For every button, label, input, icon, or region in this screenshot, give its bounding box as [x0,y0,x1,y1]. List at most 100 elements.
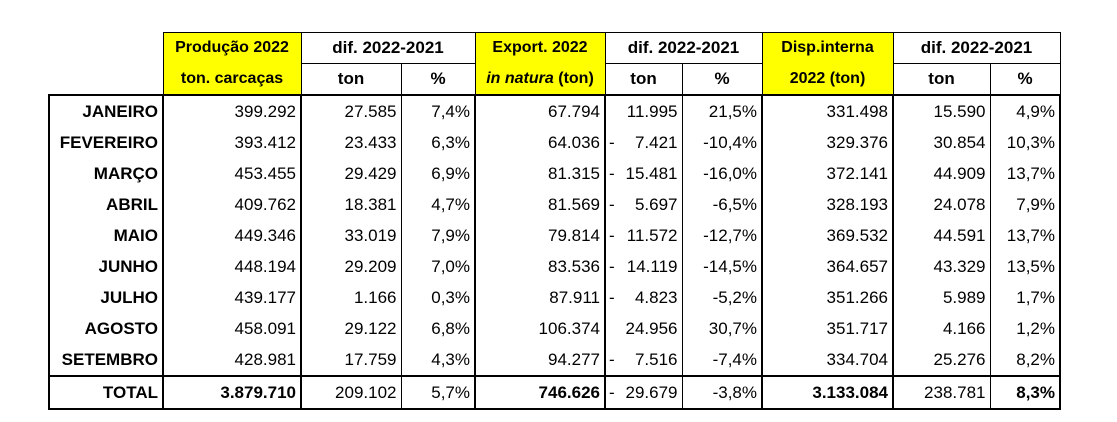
header-row-2: ton. carcaças ton % in natura (ton) ton … [49,63,1061,96]
production-dif-cell: 18.381 [300,189,402,220]
production-cell: 428.981 [162,344,302,376]
export-pct-cell: -12,7% [681,220,763,251]
disp-dif-cell: 25.276 [892,344,991,376]
disp-cell: 328.193 [761,189,894,220]
disp-cell: 369.532 [761,220,894,251]
export-cell: 81.315 [474,158,606,189]
disp-pct-cell: 8,3% [989,375,1061,410]
month-cell: JUNHO [48,251,164,282]
disp-pct-cell: 13,7% [989,158,1061,189]
table-row: JULHO 439.177 1.166 0,3% 87.911-4.823 -5,2% 35… [48,282,1061,313]
export-cell: 746.626 [474,375,606,410]
production-cell: 393.412 [162,127,302,158]
production-dif-cell: 29.122 [300,313,402,344]
disp-dif-cell: 43.329 [892,251,991,282]
month-cell: AGOSTO [48,313,164,344]
disp-pct-cell: 10,3% [989,127,1061,158]
disp-cell: 331.498 [761,94,894,127]
header-export: Export. 2022 [474,32,606,64]
production-pct-cell: 0,3% [400,282,476,313]
export-pct-cell: -7,4% [681,344,763,376]
disp-cell: 351.717 [761,313,894,344]
export-cell: 106.374 [474,313,606,344]
month-cell: ABRIL [48,189,164,220]
value: 15.481 [625,163,678,183]
value: 11.572 [626,225,678,245]
production-dif-cell: 1.166 [300,282,402,313]
minus-sign: - [609,382,615,402]
production-cell: 439.177 [162,282,302,313]
production-cell: 453.455 [162,158,302,189]
value: 11.995 [626,101,678,121]
export-dif-cell: -11.572 [604,220,683,251]
export-dif-cell: 24.956 [604,313,683,344]
value: 5.697 [634,194,678,214]
disp-dif-cell: 15.590 [892,94,991,127]
header-export-italic: in natura [486,69,554,87]
header-production: Produção 2022 [162,32,302,64]
header-ton: ton [300,63,402,96]
header-export-ton: (ton) [558,69,594,87]
disp-cell: 364.657 [761,251,894,282]
production-pct-cell: 6,8% [400,313,476,344]
production-pct-cell: 6,9% [400,158,476,189]
month-cell: MARÇO [48,158,164,189]
table-row: FEVEREIRO 393.412 23.433 6,3% 64.036-7.421 -1… [48,127,1061,158]
production-dif-cell: 29.209 [300,251,402,282]
production-cell: 399.292 [162,94,302,127]
export-pct-cell: -16,0% [681,158,763,189]
export-pct-cell: -10,4% [681,127,763,158]
disp-cell: 3.133.084 [761,375,894,410]
export-dif-cell: -7.421 [604,127,683,158]
export-pct-cell: -14,5% [681,251,763,282]
production-dif-cell: 27.585 [300,94,402,127]
minus-sign: - [609,287,615,307]
table-row: JUNHO 448.194 29.209 7,0% 83.536-14.119 -14,5… [48,251,1061,282]
header-corner-2 [49,64,163,96]
disp-pct-cell: 13,5% [989,251,1061,282]
production-cell: 409.762 [162,189,302,220]
header-ton: ton [892,63,991,96]
disp-dif-cell: 44.909 [892,158,991,189]
export-cell: 94.277 [474,344,606,376]
export-pct-cell: 21,5% [681,94,763,127]
table-row: MARÇO 453.455 29.429 6,9% 81.315-15.481 -16,0… [48,158,1061,189]
minus-sign: - [609,256,615,276]
header-export-unit: in natura (ton) [474,63,606,96]
disp-dif-cell: 238.781 [892,375,991,410]
export-pct-cell: -5,2% [681,282,763,313]
disp-cell: 334.704 [761,344,894,376]
disp-pct-cell: 1,2% [989,313,1061,344]
header-ton: ton [604,63,683,96]
disp-dif-cell: 44.591 [892,220,991,251]
export-dif-cell: -14.119 [604,251,683,282]
disp-pct-cell: 7,9% [989,189,1061,220]
export-cell: 83.536 [474,251,606,282]
production-pct-cell: 7,4% [400,94,476,127]
export-pct-cell: -3,8% [681,375,763,410]
header-row-1: Produção 2022 dif. 2022-2021 Export. 202… [49,32,1061,64]
export-dif-cell: 11.995 [604,94,683,127]
export-cell: 87.911 [474,282,606,313]
production-pct-cell: 7,0% [400,251,476,282]
minus-sign: - [609,163,615,183]
production-cell: 3.879.710 [162,375,302,410]
minus-sign: - [609,194,615,214]
minus-sign: - [609,349,615,369]
export-cell: 67.794 [474,94,606,127]
production-cell: 458.091 [162,313,302,344]
production-pct-cell: 4,3% [400,344,476,376]
disp-cell: 372.141 [761,158,894,189]
value: 7.421 [634,132,678,152]
table-row: AGOSTO 458.091 29.122 6,8% 106.374 24.956 30,7… [48,313,1061,344]
export-cell: 81.569 [474,189,606,220]
header-pct: % [681,63,763,96]
table-row: ABRIL 409.762 18.381 4,7% 81.569-5.697 -6,5% 3… [48,189,1061,220]
export-dif-cell: -5.697 [604,189,683,220]
value: 29.679 [625,382,678,402]
header-corner [49,33,163,64]
minus-sign: - [609,132,615,152]
disp-dif-cell: 5.989 [892,282,991,313]
table-row: JANEIRO 399.292 27.585 7,4% 67.794 11.995 21,5… [48,94,1061,127]
month-cell: SETEMBRO [48,344,164,376]
